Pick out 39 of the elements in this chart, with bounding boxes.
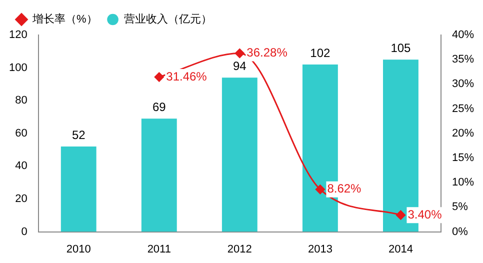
x-tick-label: 2011 (147, 243, 171, 256)
y-tick-label: 0 (21, 226, 28, 238)
y2-tick-label: 20% (452, 127, 474, 140)
y2-tick-label: 30% (452, 78, 474, 90)
point (396, 210, 406, 220)
y2-tick-label: 0% (452, 226, 468, 238)
legend-label: 营业收入（亿元） (124, 12, 212, 26)
y-tick-label: 80 (15, 94, 28, 107)
data-label: 3.40% (408, 207, 442, 222)
point (315, 184, 325, 194)
y-tick-label: 120 (8, 29, 28, 42)
data-label: 52 (72, 128, 86, 142)
data-label: 94 (232, 58, 247, 73)
data-label: 105 (390, 40, 412, 55)
y-tick-label: 40 (15, 160, 28, 172)
y2-tick-label: 25% (452, 102, 474, 115)
bar (141, 118, 177, 232)
data-label: 69 (152, 100, 166, 114)
point (154, 72, 164, 82)
y-tick-label: 100 (8, 62, 28, 74)
x-tick-label: 2013 (308, 243, 332, 256)
bar (222, 78, 258, 232)
y2-tick-label: 15% (452, 152, 474, 164)
y2-tick-label: 40% (452, 29, 474, 42)
point (234, 48, 244, 58)
data-label: 31.46% (166, 69, 208, 84)
y-tick-label: 60 (15, 127, 28, 140)
x-tick-label: 2010 (66, 243, 91, 256)
x-tick-label: 2014 (388, 243, 413, 256)
data-label: 8.62% (327, 182, 362, 196)
x-tick-label: 2012 (227, 243, 252, 256)
y2-tick-label: 35% (452, 54, 474, 66)
data-label: 36.28% (246, 46, 288, 60)
bar (60, 146, 96, 232)
y2-tick-label: 10% (452, 176, 474, 189)
legend-label: 增长率（%） (32, 12, 98, 26)
y-tick-label: 20 (15, 193, 28, 206)
y2-tick-label: 5% (452, 201, 468, 214)
data-label: 102 (310, 46, 331, 60)
